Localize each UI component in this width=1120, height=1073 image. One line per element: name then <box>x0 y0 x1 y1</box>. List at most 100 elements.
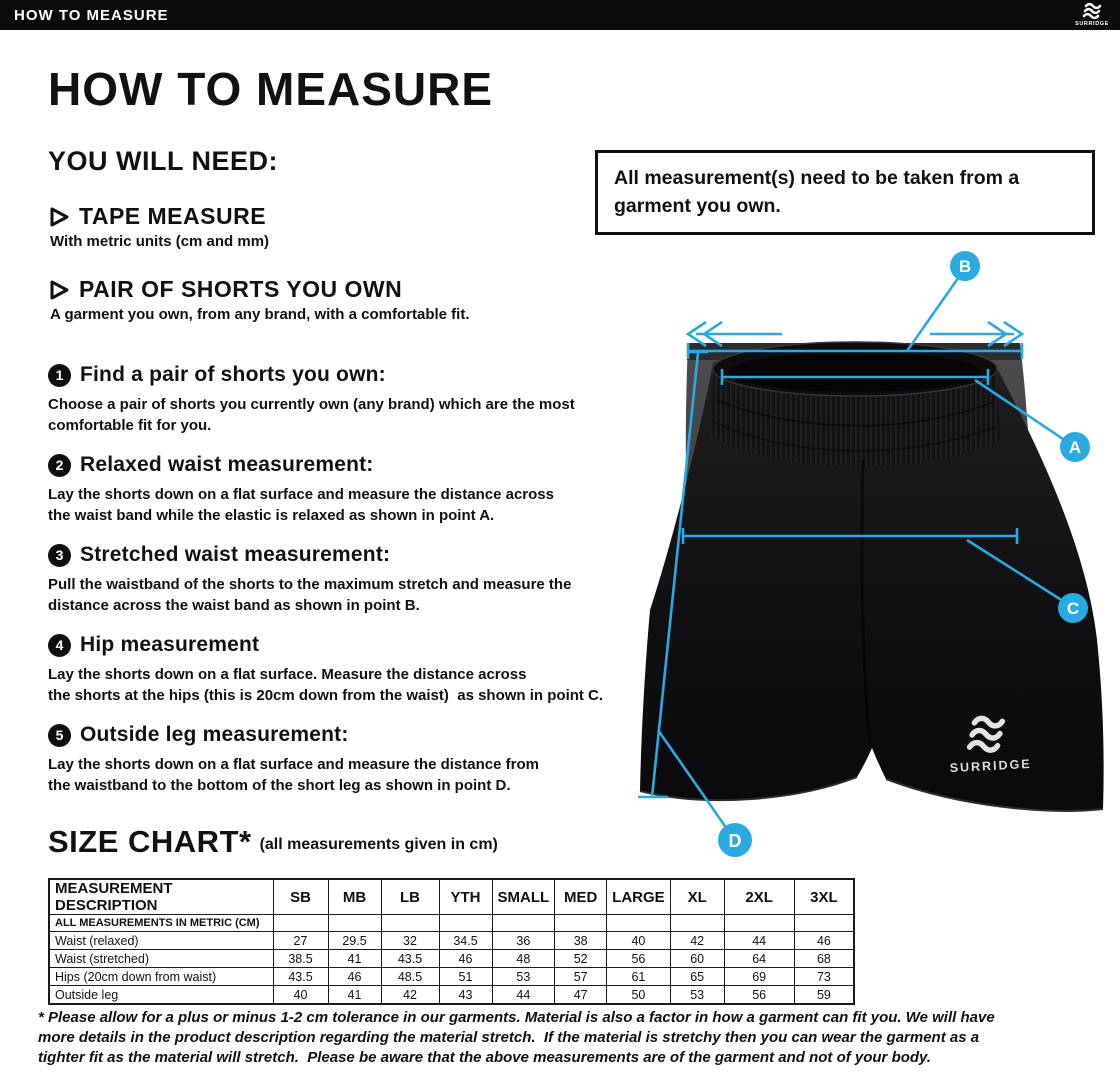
measurement-value-cell: 42 <box>380 985 440 1005</box>
svg-text:C: C <box>1067 599 1079 618</box>
measurement-label-cell: Waist (stretched) <box>48 949 274 968</box>
need-item-detail: With metric units (cm and mm) <box>50 233 270 250</box>
measurement-value-cell: 44 <box>491 985 556 1005</box>
measurement-value-cell: 41 <box>327 949 382 968</box>
measurement-value-cell: 60 <box>669 949 725 968</box>
point-a-badge <box>1060 432 1090 462</box>
measurement-value-cell: 61 <box>606 967 671 986</box>
size-chart-column-header: MB <box>327 878 382 915</box>
measurement-value-cell: 53 <box>669 985 725 1005</box>
size-chart-column-header: MEASUREMENT DESCRIPTION <box>48 878 274 915</box>
step-body-line: the waistband to the bottom of the short… <box>48 777 511 794</box>
size-chart-column-header: 2XL <box>723 878 795 915</box>
size-chart-empty-cell <box>438 914 493 932</box>
step-1: 1 Find a pair of shorts you own: Choose … <box>48 363 648 436</box>
step-4: 4 Hip measurement Lay the shorts down on… <box>48 633 648 706</box>
measurement-value-cell: 46 <box>793 931 855 950</box>
step-body: Lay the shorts down on a flat surface an… <box>48 754 648 796</box>
measurement-value-cell: 47 <box>554 985 608 1005</box>
need-item-tape-measure: TAPE MEASURE With metric units (cm and m… <box>48 203 269 250</box>
measurement-value-cell: 64 <box>723 949 795 968</box>
measurement-value-cell: 32 <box>380 931 440 950</box>
size-chart-column-header: YTH <box>438 878 493 915</box>
size-chart-row: Waist (relaxed) 27 29.5 32 34.5 36 38 40 42 44 46 <box>48 931 855 950</box>
step-body-line: the waist band while the elastic is rela… <box>48 507 495 524</box>
measurement-value-cell: 44 <box>723 931 795 950</box>
svg-text:SURRIDGE: SURRIDGE <box>949 757 1032 775</box>
size-chart-empty-cell <box>793 914 855 932</box>
surridge-logo-icon: SURRIDGE <box>1066 1 1114 29</box>
size-chart-row: Hips (20cm down from waist) 43.5 46 48.5 51 5… <box>48 967 855 986</box>
measurement-value-cell: 52 <box>554 949 608 968</box>
measurement-value-cell: 43.5 <box>380 949 440 968</box>
size-chart-row: Outside leg 40 41 42 43 44 47 50 53 56 59 <box>48 985 855 1005</box>
step-title: Hip measurement <box>80 633 260 656</box>
step-number-badge: 1 <box>48 363 71 387</box>
step-title: Outside leg measurement: <box>80 723 349 746</box>
measurement-value-cell: 38 <box>554 931 608 950</box>
measurement-value-cell: 56 <box>723 985 795 1005</box>
triangle-bullet-icon <box>50 207 69 226</box>
measurement-value-cell: 65 <box>669 967 725 986</box>
need-item-label: PAIR OF SHORTS YOU OWN <box>79 276 403 302</box>
measurement-value-cell: 43 <box>438 985 493 1005</box>
size-chart-title: SIZE CHART* <box>48 824 252 859</box>
size-chart-row: Waist (stretched) 38.5 41 43.5 46 48 52 56 60 64 6… <box>48 949 855 968</box>
measurement-value-cell: 56 <box>606 949 671 968</box>
top-bar-title: HOW TO MEASURE <box>14 6 169 24</box>
measurement-value-cell: 34.5 <box>438 931 493 950</box>
measurement-lines <box>638 273 1067 830</box>
step-2: 2 Relaxed waist measurement: Lay the sho… <box>48 453 648 526</box>
size-chart-column-header: LB <box>380 878 440 915</box>
step-body: Choose a pair of shorts you currently ow… <box>48 394 648 436</box>
step-title: Find a pair of shorts you own: <box>80 363 386 386</box>
step-body-line: Lay the shorts down on a flat surface an… <box>48 486 554 503</box>
measurement-value-cell: 50 <box>606 985 671 1005</box>
measurement-label-cell: Hips (20cm down from waist) <box>48 967 274 986</box>
page-title: HOW TO MEASURE <box>48 63 494 115</box>
step-body-line: Choose a pair of shorts you currently ow… <box>48 396 575 413</box>
step-number-badge: 2 <box>48 453 71 477</box>
footnote: * Please allow for a plus or minus 1-2 c… <box>38 1008 1108 1068</box>
measurement-value-cell: 48 <box>491 949 556 968</box>
size-chart-table: MEASUREMENT DESCRIPTION SB MB LB YTH SMALL MED… <box>48 878 856 1005</box>
measurement-label-cell: Outside leg <box>48 985 274 1005</box>
size-chart-column-header: SB <box>272 878 329 915</box>
measurement-value-cell: 73 <box>793 967 855 986</box>
svg-text:D: D <box>729 831 742 851</box>
size-chart-column-header: XL <box>669 878 725 915</box>
measurement-value-cell: 42 <box>669 931 725 950</box>
size-chart-column-header: MED <box>554 878 608 915</box>
svg-text:B: B <box>959 257 971 276</box>
step-number-badge: 4 <box>48 633 71 657</box>
svg-text:A: A <box>1069 438 1081 457</box>
size-chart-subtitle: (all measurements given in cm) <box>259 836 498 853</box>
size-chart-empty-cell <box>723 914 795 932</box>
footnote-line: * Please allow for a plus or minus 1-2 c… <box>38 1009 995 1026</box>
step-3: 3 Stretched waist measurement: Pull the … <box>48 543 648 616</box>
measurement-value-cell: 41 <box>327 985 382 1005</box>
measurement-value-cell: 57 <box>554 967 608 986</box>
shorts-image: SURRIDGE <box>639 341 1104 812</box>
shorts-measurement-diagram: SURRIDGE <box>630 248 1120 870</box>
size-chart-empty-cell <box>606 914 671 932</box>
step-body-line: Lay the shorts down on a flat surface. M… <box>48 666 527 683</box>
size-chart-heading: SIZE CHART* (all measurements given in cm… <box>48 824 498 860</box>
need-item-detail: A garment you own, from any brand, with … <box>50 306 470 323</box>
measurement-value-cell: 40 <box>272 985 329 1005</box>
point-c-badge <box>1058 593 1088 623</box>
footnote-line: more details in the product description … <box>38 1029 980 1046</box>
you-will-need-heading: YOU WILL NEED: <box>48 146 279 176</box>
step-body: Lay the shorts down on a flat surface an… <box>48 484 648 526</box>
size-chart-column-header: 3XL <box>793 878 855 915</box>
size-chart-empty-cell <box>554 914 608 932</box>
svg-text:SURRIDGE: SURRIDGE <box>1075 21 1109 27</box>
measurement-value-cell: 51 <box>438 967 493 986</box>
measurement-value-cell: 36 <box>491 931 556 950</box>
size-chart-column-header: SMALL <box>491 878 556 915</box>
measurement-value-cell: 46 <box>438 949 493 968</box>
step-body-line: comfortable fit for you. <box>48 417 212 434</box>
notice-box: All measurement(s) need to be taken from… <box>595 150 1095 235</box>
step-title: Stretched waist measurement: <box>80 543 391 566</box>
